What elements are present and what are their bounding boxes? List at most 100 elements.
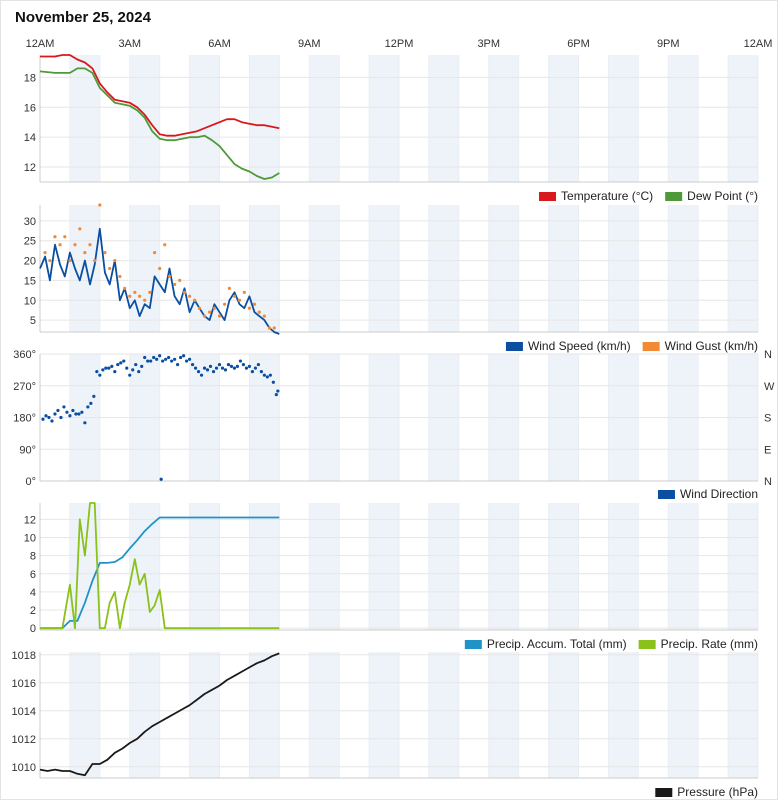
data-point	[73, 243, 77, 247]
hour-band	[728, 503, 758, 630]
legend-swatch	[505, 342, 523, 351]
chart-panel: 1010 1012 1014 1016 1018 Pressure (hPa)	[12, 650, 759, 799]
hour-band	[69, 652, 100, 778]
hour-band	[728, 205, 758, 332]
data-point	[242, 290, 246, 294]
legend-label: Wind Gust (km/h)	[665, 339, 758, 353]
hour-band	[548, 55, 579, 182]
hour-band	[309, 205, 340, 332]
y-tick-label: 10	[24, 295, 36, 307]
data-point	[256, 362, 260, 367]
legend-swatch	[657, 490, 675, 499]
x-tick-label: 3PM	[477, 38, 500, 50]
data-point	[113, 370, 117, 374]
data-point	[74, 412, 78, 416]
data-point	[158, 354, 162, 358]
series-line	[39, 67, 280, 180]
y-tick-label: 180°	[13, 413, 36, 425]
data-point	[193, 366, 198, 370]
chart-panel: 0 2 4 6 8 10 12 Precip. Rate (mm) Precip. Accum.…	[24, 502, 759, 651]
hour-band	[668, 503, 699, 630]
data-point	[205, 368, 210, 372]
series-line	[40, 516, 280, 630]
legend-label: Precip. Accum. Total (mm)	[487, 637, 627, 651]
data-point	[276, 389, 280, 393]
data-point	[167, 274, 172, 279]
data-point	[176, 362, 180, 367]
y-tick-label: 16	[24, 102, 36, 114]
data-point	[222, 302, 227, 306]
legend-swatch	[642, 342, 660, 351]
hour-band	[309, 55, 340, 182]
data-point	[58, 243, 62, 247]
data-point	[78, 227, 82, 231]
data-point	[133, 290, 137, 294]
data-point	[163, 243, 167, 247]
legend-label: Precip. Rate (mm)	[661, 637, 758, 651]
hour-band	[189, 503, 220, 630]
hour-band	[488, 503, 519, 630]
data-point	[50, 419, 54, 423]
data-point	[113, 258, 117, 263]
data-point	[143, 355, 147, 360]
data-point	[108, 266, 112, 271]
data-point	[227, 286, 231, 290]
data-point	[196, 370, 201, 374]
data-point	[134, 362, 138, 367]
data-point	[262, 314, 266, 318]
hour-band	[548, 205, 579, 332]
hour-band	[608, 55, 639, 182]
data-point	[267, 326, 272, 330]
data-point	[179, 355, 183, 360]
data-point	[158, 266, 162, 271]
x-tick-label: 9PM	[657, 38, 680, 50]
data-point	[155, 357, 159, 361]
data-point	[253, 366, 257, 370]
data-point	[98, 203, 102, 207]
data-point	[217, 314, 222, 318]
data-point	[63, 235, 67, 239]
data-point	[71, 408, 75, 413]
x-tick-label: 3AM	[118, 38, 141, 50]
data-point	[103, 251, 107, 255]
data-point	[226, 362, 231, 367]
legend-swatch	[464, 640, 482, 649]
data-point	[250, 370, 255, 374]
data-point	[83, 251, 87, 255]
hour-band	[728, 652, 758, 778]
data-point	[101, 368, 105, 372]
data-point	[44, 414, 48, 418]
hour-band	[428, 503, 459, 630]
data-point	[148, 290, 152, 294]
data-point	[80, 410, 84, 414]
y-tick-label: 20	[24, 256, 36, 268]
series-line	[40, 502, 280, 630]
data-point	[274, 392, 278, 397]
data-point	[138, 294, 142, 298]
hour-band	[668, 205, 699, 332]
data-point	[41, 417, 45, 421]
data-point	[244, 366, 249, 370]
data-point	[259, 370, 263, 374]
hour-band	[608, 652, 639, 778]
y-right-tick-label: N	[764, 476, 772, 488]
legend-label: Temperature (°C)	[561, 189, 653, 203]
x-tick-label: 6PM	[567, 38, 590, 50]
data-point	[229, 364, 234, 368]
data-point	[68, 258, 72, 263]
data-point	[208, 364, 213, 368]
data-point	[152, 251, 157, 255]
hour-band	[129, 503, 160, 630]
hour-band	[488, 652, 519, 778]
data-point	[62, 405, 66, 409]
legend-label: Pressure (hPa)	[677, 785, 758, 799]
chart-panel: 5 10 15 20 25 30 Wind Gust (km/h) Wind Speed (k…	[24, 203, 759, 353]
y-tick-label: 12	[24, 514, 36, 526]
y-tick-label: 0°	[25, 476, 36, 488]
hour-band	[548, 503, 579, 630]
y-tick-label: 1016	[12, 678, 36, 690]
hour-band	[129, 205, 160, 332]
hour-band	[428, 652, 459, 778]
hour-band	[189, 205, 220, 332]
